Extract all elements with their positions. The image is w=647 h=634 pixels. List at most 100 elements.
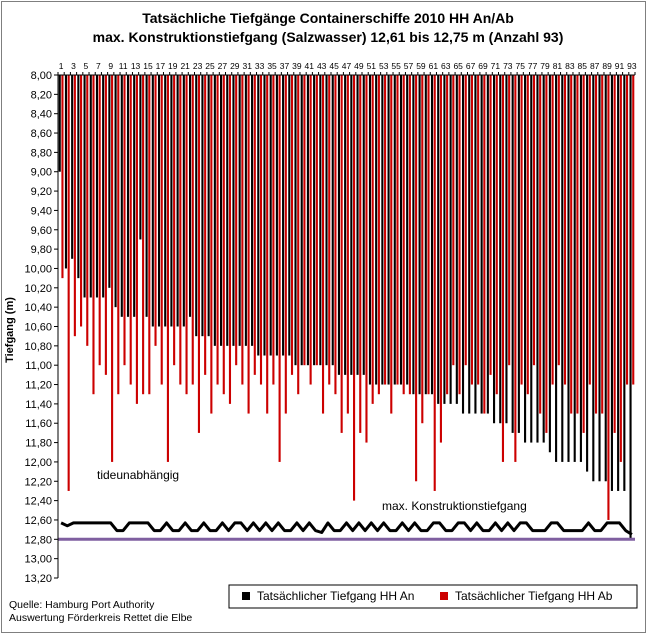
- bar-an: [579, 75, 582, 462]
- bar-an: [598, 75, 601, 482]
- bar-ab: [607, 75, 610, 520]
- bar-an: [573, 75, 576, 462]
- bar-ab: [508, 75, 511, 366]
- bar-ab: [235, 75, 238, 366]
- legend-label-ab: Tatsächlicher Tiefgang HH Ab: [455, 589, 613, 603]
- bar-an: [133, 75, 136, 317]
- x-tick-label: 73: [503, 61, 513, 71]
- bar-ab: [297, 75, 300, 395]
- bar-ab: [266, 75, 269, 414]
- bar-an: [89, 75, 92, 298]
- bar-ab: [520, 75, 523, 385]
- y-tick-label: 12,40: [24, 496, 52, 508]
- x-tick-label: 3: [71, 61, 76, 71]
- bar-an: [350, 75, 353, 375]
- bar-an: [586, 75, 589, 472]
- x-tick-label: 23: [193, 61, 203, 71]
- y-tick-label: 8,20: [31, 89, 52, 101]
- bar-an: [455, 75, 458, 404]
- y-tick-label: 10,20: [24, 283, 52, 295]
- bar-ab: [632, 75, 635, 385]
- bar-ab: [284, 75, 287, 414]
- y-tick-label: 9,80: [31, 244, 52, 256]
- bar-an: [151, 75, 154, 327]
- bar-ab: [86, 75, 89, 346]
- bar-an: [461, 75, 465, 414]
- bar-ab: [210, 75, 213, 414]
- bar-ab: [222, 75, 225, 395]
- x-tick-label: 85: [578, 61, 588, 71]
- bar-an: [344, 75, 347, 375]
- bar-an: [474, 75, 477, 414]
- bar-an: [536, 75, 539, 443]
- bar-an: [517, 75, 520, 433]
- bar-an: [387, 75, 390, 385]
- bar-ab: [259, 75, 263, 385]
- bar-ab: [241, 75, 244, 385]
- bar-ab: [315, 75, 318, 366]
- bar-ab: [371, 75, 374, 404]
- x-tick-label: 45: [329, 61, 339, 71]
- x-tick-label: 93: [627, 61, 637, 71]
- bar-an: [381, 75, 384, 385]
- y-axis-ticks: 8,00 8,20 8,40 8,60 8,80 9,00 9,20 9,40 9,60 9,80…: [24, 70, 58, 585]
- bar-an: [257, 75, 260, 356]
- bar-an: [77, 75, 80, 279]
- bar-an: [393, 75, 396, 385]
- bar-ab: [340, 75, 343, 433]
- bar-an: [399, 75, 403, 385]
- bar-ab: [129, 75, 132, 385]
- bar-ab: [321, 75, 325, 414]
- bar-an: [263, 75, 266, 356]
- bar-an: [437, 75, 440, 404]
- bar-ab: [477, 75, 480, 385]
- y-tick-label: 8,40: [31, 109, 52, 121]
- bar-an: [120, 75, 123, 317]
- x-tick-label: 57: [404, 61, 414, 71]
- y-tick-label: 10,80: [24, 341, 52, 353]
- bar-an: [306, 75, 309, 366]
- x-tick-label: 59: [416, 61, 426, 71]
- bar-an: [282, 75, 285, 356]
- x-tick-label: 53: [379, 61, 389, 71]
- bar-an: [300, 75, 303, 366]
- bar-an: [164, 75, 167, 327]
- annotation-max-konstruktionstiefgang: max. Konstruktionstiefgang: [382, 499, 527, 513]
- x-tick-label: 63: [441, 61, 451, 71]
- bar-ab: [185, 75, 188, 395]
- bar-ab: [514, 75, 517, 462]
- bar-an: [139, 75, 142, 240]
- bar-an: [412, 75, 415, 395]
- bar-an: [604, 75, 607, 482]
- bar-an: [331, 75, 334, 366]
- bar-an: [108, 75, 111, 288]
- bar-ab: [92, 75, 95, 395]
- bar-ab: [173, 75, 176, 366]
- bar-an: [83, 75, 86, 298]
- bar-ab: [570, 75, 573, 414]
- legend-label-an: Tatsächlicher Tiefgang HH An: [257, 589, 414, 603]
- bar-ab: [179, 75, 182, 385]
- bar-ab: [384, 75, 387, 385]
- bar-an: [499, 75, 502, 424]
- bar-ab: [489, 75, 492, 375]
- bar-ab: [154, 75, 157, 346]
- bar-ab: [123, 75, 126, 366]
- bar-ab: [625, 75, 629, 385]
- bar-ab: [408, 75, 411, 395]
- bar-ab: [253, 75, 256, 375]
- bar-ab: [402, 75, 405, 395]
- x-tick-label: 15: [143, 61, 153, 71]
- bar-ab: [67, 75, 70, 491]
- bar-an: [251, 75, 254, 346]
- bar-ab: [433, 75, 436, 491]
- bar-ab: [290, 75, 294, 375]
- bar-ab: [377, 75, 380, 395]
- x-tick-label: 13: [131, 61, 141, 71]
- bar-an: [232, 75, 235, 346]
- bar-an: [610, 75, 613, 491]
- bar-ab: [142, 75, 145, 395]
- bar-ab: [421, 75, 424, 424]
- bar-an: [418, 75, 421, 395]
